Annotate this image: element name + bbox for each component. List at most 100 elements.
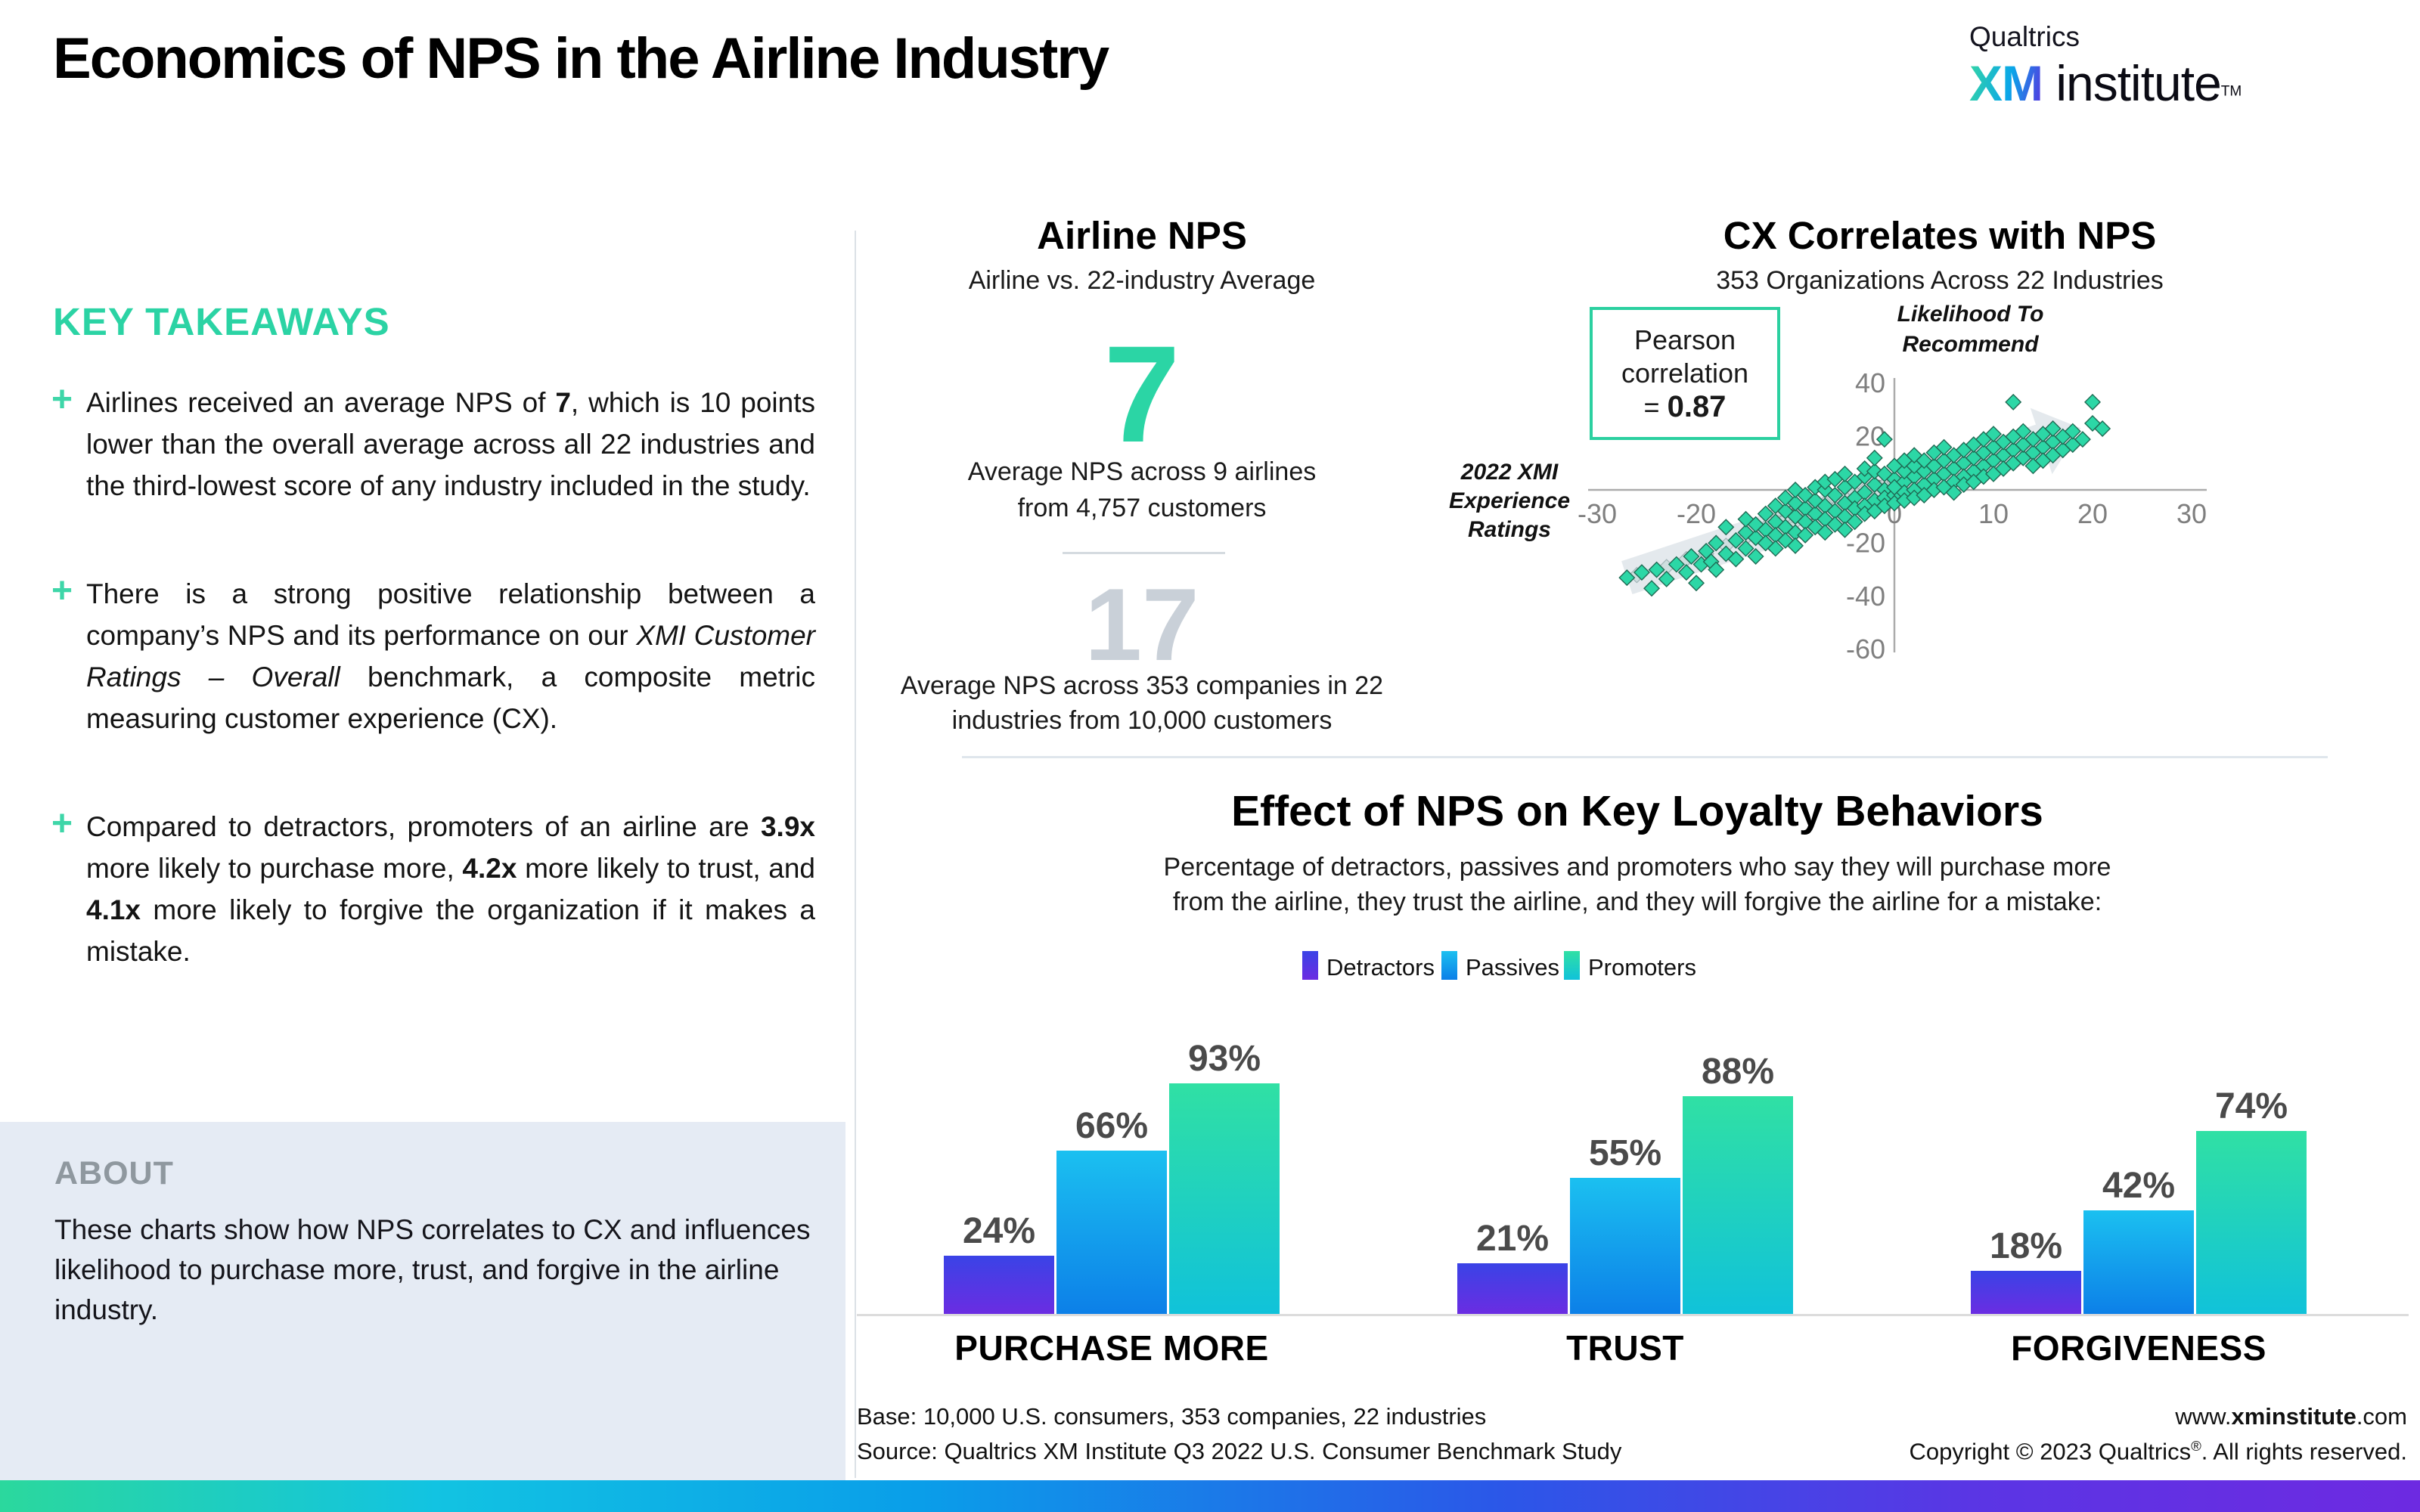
trademark-symbol: TM: [2220, 83, 2242, 100]
key-takeaway-item: + There is a strong positive relationship…: [51, 571, 816, 734]
scatter-y-axis-label: Likelihood To Recommend: [1897, 302, 2044, 357]
horizontal-divider: [962, 756, 2328, 758]
airline-nps-subtitle: Airline vs. 22-industry Average: [968, 266, 1316, 295]
x-tick-label: -20: [1677, 498, 1716, 529]
bar-detractors-forgiveness: [1971, 1271, 2081, 1315]
key-takeaway-item: + Compared to detractors, promoters of an…: [51, 804, 815, 967]
bar-passives-forgiveness: [2083, 1210, 2194, 1315]
scatter-point: [1866, 449, 1883, 466]
key-takeaway-item: + Airlines received an average NPS of 7, …: [51, 380, 815, 501]
scatter-point: [1708, 561, 1725, 578]
pearson-value: 0.87: [1667, 389, 1727, 423]
bar-chart-subtitle-line1: Percentage of detractors, passives and p…: [1163, 853, 2111, 881]
legend-swatch-detractors: [1302, 951, 1318, 980]
industry-nps-caption: Average NPS across 353 companies in 22 i…: [900, 671, 1384, 735]
scatter-point: [2074, 431, 2091, 448]
bar-category-label: PURCHASE MORE: [954, 1328, 1269, 1368]
scatter-point: [1633, 564, 1650, 581]
scatter-point: [1836, 465, 1854, 482]
bar-detractors-trust: [1457, 1263, 1568, 1315]
legend-label-promoters: Promoters: [1588, 954, 1696, 981]
vertical-divider: [855, 231, 856, 1478]
airline-nps-title: Airline NPS: [1037, 214, 1247, 257]
bar-promoters-purchase-more: [1169, 1083, 1280, 1315]
bar-passives-trust: [1570, 1178, 1680, 1315]
pearson-correlation-callout: Pearson correlation = 0.87: [1590, 307, 1780, 440]
scatter-point: [2084, 393, 2101, 411]
scatter-plot: -30-20-10010203040200-20-40-60: [1578, 367, 2207, 665]
y-tick-label: -40: [1846, 581, 1885, 612]
bar-passives-purchase-more: [1056, 1151, 1167, 1315]
y-tick-label: -20: [1846, 527, 1885, 558]
scatter-point: [1727, 531, 1745, 549]
footer-website-link[interactable]: www.xminstitute.com: [2175, 1403, 2407, 1430]
scatter-point: [1817, 524, 1834, 541]
x-tick-label: -30: [1578, 498, 1617, 529]
bar-value-label: 88%: [1701, 1052, 1775, 1092]
y-tick-label: 40: [1855, 367, 1885, 398]
x-tick-label: 20: [2077, 498, 2108, 529]
bar-value-label: 93%: [1187, 1039, 1261, 1079]
about-body-text: These charts show how NPS correlates to …: [54, 1214, 811, 1325]
scatter-subtitle: 353 Organizations Across 22 Industries: [1716, 266, 2164, 295]
logo-qualtrics-text: Qualtrics: [1969, 21, 2080, 52]
scatter-point: [2064, 423, 2081, 440]
legend-label-detractors: Detractors: [1326, 954, 1435, 981]
pearson-line2: correlation: [1621, 357, 1749, 389]
scatter-point: [1935, 438, 1953, 456]
airline-nps-value: 7: [1103, 317, 1181, 471]
scatter-point: [1747, 548, 1764, 565]
scatter-point: [1876, 431, 1893, 448]
legend-swatch-passives: [1441, 951, 1457, 980]
x-tick-label: 30: [2176, 498, 2207, 529]
bar-value-label: 18%: [1989, 1226, 2063, 1266]
about-panel: [0, 1122, 845, 1482]
bar-value-label: 66%: [1075, 1106, 1149, 1146]
pearson-value-line: = 0.87: [1643, 389, 1727, 423]
scatter-point: [1683, 548, 1700, 565]
bar-category-label: TRUST: [1566, 1328, 1684, 1368]
scatter-point: [1846, 513, 1863, 531]
plus-bullet-icon: +: [51, 571, 73, 611]
logo-xm-institute-text: XM instituteTM: [1969, 55, 2242, 111]
scatter-point: [2005, 393, 2022, 411]
page-title: Economics of NPS in the Airline Industry: [53, 26, 1109, 91]
scatter-point: [1643, 580, 1661, 597]
scatter-point: [1945, 484, 1962, 501]
legend-label-passives: Passives: [1466, 954, 1560, 981]
legend-swatch-promoters: [1564, 951, 1580, 980]
scatter-point: [1668, 556, 1685, 573]
pearson-line1: Pearson: [1634, 324, 1736, 355]
industry-nps-value: 17: [1084, 567, 1199, 682]
key-takeaways-heading: KEY TAKEAWAYS: [53, 300, 390, 343]
about-heading: ABOUT: [54, 1155, 174, 1191]
logo-xm-gradient-text: XM: [1969, 55, 2043, 111]
bar-promoters-trust: [1683, 1096, 1793, 1315]
bar-value-label: 74%: [2214, 1086, 2288, 1126]
bottom-gradient-bar: [0, 1480, 2420, 1512]
scatter-point: [2094, 420, 2111, 438]
footer-copyright: Copyright © 2023 Qualtrics®. All rights …: [1909, 1438, 2407, 1465]
scatter-point: [1767, 540, 1784, 557]
scatter-point: [1826, 487, 1844, 504]
plus-bullet-icon: +: [51, 804, 73, 844]
scatter-x-axis-label: 2022 XMI Experience Ratings: [1448, 460, 1571, 542]
bar-value-label: 24%: [962, 1211, 1036, 1251]
bar-value-label: 55%: [1588, 1133, 1662, 1173]
scatter-point: [1658, 570, 1675, 587]
x-tick-label: 10: [1978, 498, 2009, 529]
bar-chart-baseline: [857, 1314, 2409, 1316]
scatter-point: [1985, 426, 2002, 443]
scatter-point: [2044, 420, 2062, 438]
bar-value-label: 42%: [2102, 1166, 2176, 1206]
airline-nps-caption: Average NPS across 9 airlines from 4,757…: [967, 457, 1317, 522]
plus-bullet-icon: +: [51, 380, 73, 420]
bar-value-label: 21%: [1475, 1219, 1550, 1259]
scatter-point: [1618, 569, 1636, 587]
qualtrics-xm-institute-logo: Qualtrics XM instituteTM: [1969, 23, 2242, 108]
scatter-point: [1787, 537, 1804, 554]
scatter-point: [1737, 540, 1754, 557]
scatter-point: [1757, 505, 1774, 522]
scatter-point: [1717, 519, 1735, 536]
bar-chart-subtitle-line2: from the airline, they trust the airline…: [1172, 888, 2102, 916]
